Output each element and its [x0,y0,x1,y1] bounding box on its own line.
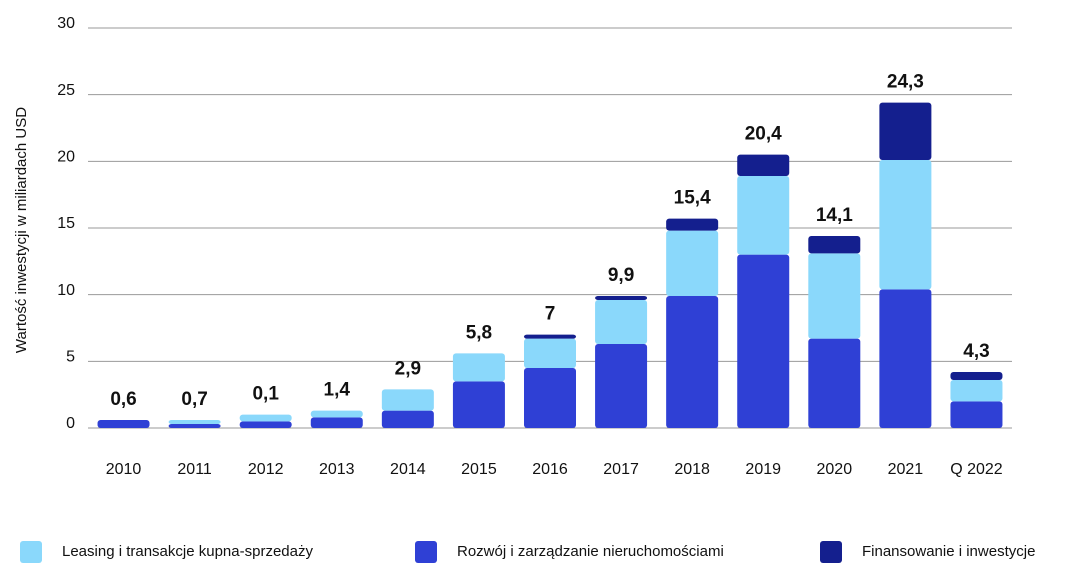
y-tick-label: 15 [57,215,75,232]
legend-label: Rozwój i zarządzanie nieruchomościami [457,543,724,560]
x-tick-label: Q 2022 [950,461,1003,478]
total-label: 4,3 [963,341,989,362]
bar-segment [595,344,648,428]
x-tick-label: 2017 [603,461,639,478]
bar-segment [381,410,434,428]
y-tick-label: 5 [66,349,75,366]
bar-segment [595,296,648,300]
x-tick-label: 2015 [461,461,497,478]
bar-segment [524,368,576,428]
total-label: 2,9 [395,358,421,379]
bar-segment [950,380,1003,402]
y-tick-label: 0 [66,415,75,432]
y-tick-label: 20 [57,149,75,166]
x-tick-label: 2018 [674,461,710,478]
bar-segment [239,421,292,428]
legend-swatch [415,541,437,563]
y-tick-label: 25 [57,82,75,99]
bar-segment [452,353,505,382]
total-label: 7 [545,304,556,325]
bar-segment [808,253,861,339]
x-tick-label: 2016 [532,461,568,478]
y-axis-label: Wartość inwestycji w miliardach USD [13,107,30,353]
bar-segment [737,176,790,255]
bar-segment [310,410,363,418]
x-tick-label: 2010 [106,461,142,478]
total-label: 0,1 [252,384,279,405]
y-tick-label: 10 [57,282,75,299]
x-tick-label: 2019 [745,461,781,478]
x-tick-label: 2014 [390,461,426,478]
legend-label: Leasing i transakcje kupna-sprzedaży [62,543,313,560]
x-tick-label: 2020 [817,461,853,478]
bar-segment [808,338,861,428]
total-label: 0,7 [181,389,207,410]
bar-segment [381,389,434,411]
bar-segment [168,420,221,424]
y-tick-label: 30 [57,15,75,32]
bar-segment [879,160,932,290]
bar-segment [950,372,1003,380]
total-label: 15,4 [674,188,711,209]
bar-segment [666,230,719,296]
bar-segment [879,289,932,428]
bar-segment [239,414,292,422]
bar-segment [737,254,790,428]
bar-segment [879,102,932,160]
total-label: 1,4 [324,380,351,401]
legend-swatch [20,541,42,563]
x-tick-label: 2013 [319,461,355,478]
bar-segment [452,381,505,428]
legend-swatch [820,541,842,563]
bar-segment [97,420,150,428]
x-tick-label: 2011 [177,461,212,478]
bar-segment [168,424,221,428]
total-label: 0,6 [110,389,136,410]
bar-segment [950,401,1003,428]
total-label: 20,4 [745,124,782,145]
legend-label: Finansowanie i inwestycje [862,543,1035,560]
total-label: 9,9 [608,265,634,286]
bar-segment [595,300,648,344]
total-label: 14,1 [816,205,853,226]
x-tick-label: 2012 [248,461,284,478]
bar-segment [666,218,719,231]
bar-segment [524,334,576,339]
bar-segment [310,417,363,428]
bar-segment [666,296,719,428]
bar-segment [808,236,861,254]
total-label: 5,8 [466,322,492,343]
bar-segment [737,154,790,176]
bar-segment [524,338,576,368]
x-tick-label: 2021 [888,461,924,478]
total-label: 24,3 [887,72,924,93]
